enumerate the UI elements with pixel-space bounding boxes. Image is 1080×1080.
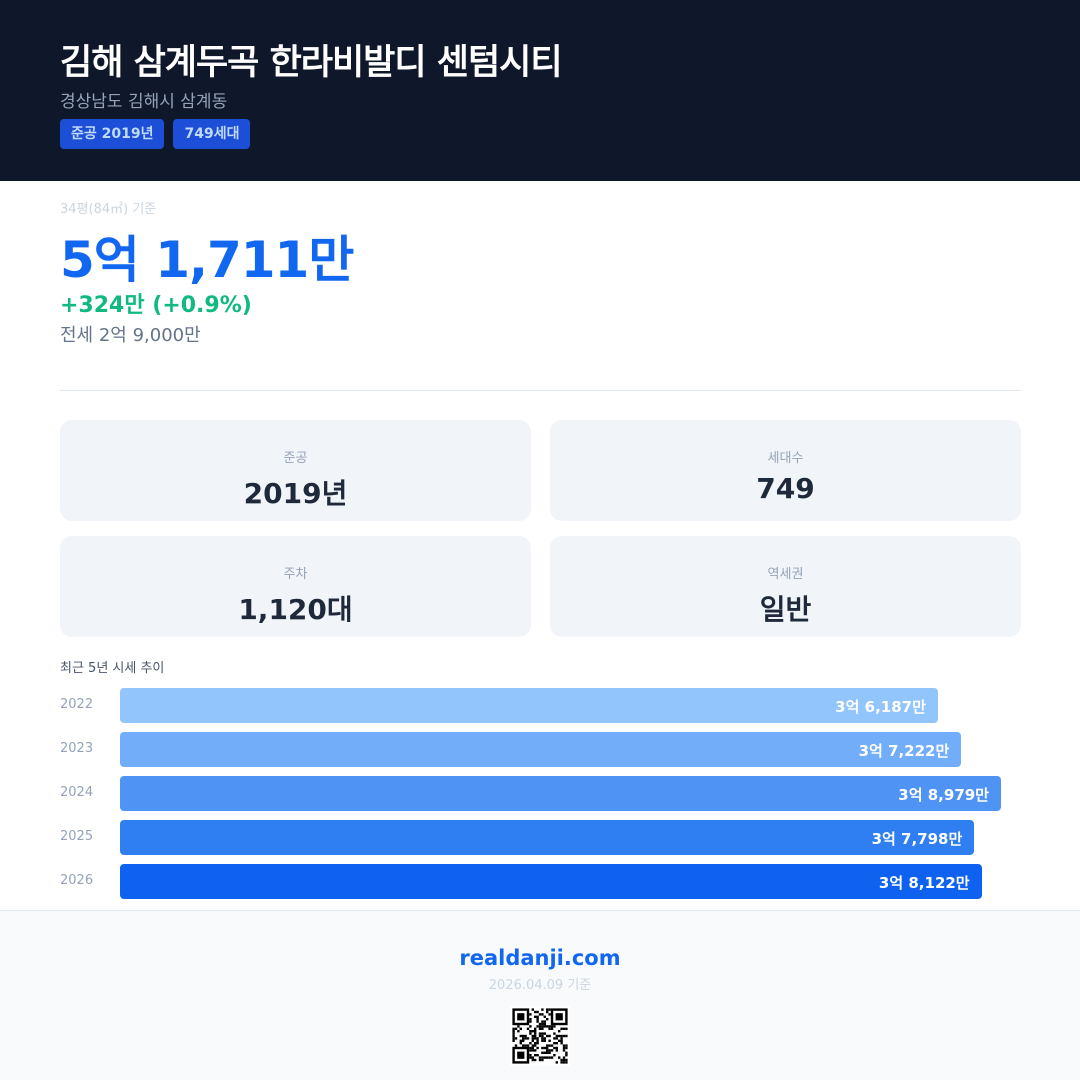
- card-households: 세대수 749: [550, 420, 1021, 521]
- bar-row: 2023 3억 7,222만: [60, 732, 1021, 767]
- chart-title: 최근 5년 시세 추이: [60, 661, 165, 676]
- badge-completion: 준공 2019년: [60, 119, 165, 149]
- bar: 3억 7,798만: [120, 820, 975, 855]
- qr-code-icon[interactable]: [510, 1006, 570, 1066]
- bar-value-label: 3억 8,979만: [898, 786, 989, 804]
- bar-row: 2022 3억 6,187만: [60, 688, 1021, 723]
- site-link[interactable]: realdanji.com: [459, 946, 621, 970]
- card-value: 일반: [759, 593, 812, 626]
- bar-value-label: 3억 6,187만: [835, 698, 926, 716]
- bar: 3억 8,979만: [120, 776, 1001, 811]
- badge-households: 749세대: [173, 119, 251, 149]
- page-title: 김해 삼계두곡 한라비발디 센텀시티: [60, 43, 563, 83]
- card-value: 2019년: [243, 477, 348, 510]
- data-date: 2026.04.09 기준: [488, 978, 592, 993]
- card-value: 1,120대: [238, 593, 353, 626]
- price-basis: 34평(84㎡) 기준: [60, 202, 157, 217]
- card-label: 주차: [283, 567, 308, 582]
- bar-row: 2025 3억 7,798만: [60, 820, 1021, 855]
- card-label: 역세권: [767, 567, 804, 582]
- price-change: +324만 (+0.9%): [60, 293, 252, 318]
- footer: realdanji.com 2026.04.09 기준: [0, 910, 1080, 1080]
- card-label: 준공: [283, 451, 308, 466]
- card-completion: 준공 2019년: [60, 420, 531, 521]
- year-label: 2026: [60, 873, 94, 888]
- year-label: 2025: [60, 829, 94, 844]
- bar-value-label: 3억 8,122만: [878, 874, 970, 892]
- bar-row: 2024 3억 8,979만: [60, 776, 1021, 811]
- card-value: 749: [756, 472, 815, 505]
- bar-value-label: 3억 7,798만: [871, 830, 963, 848]
- bar: 3억 8,122만: [120, 864, 982, 899]
- card-parking: 주차 1,120대: [60, 536, 531, 637]
- address: 경상남도 김해시 삼계동: [60, 92, 228, 112]
- bar-row: 2026 3억 8,122만: [60, 864, 1021, 899]
- year-label: 2022: [60, 697, 94, 712]
- card-label: 세대수: [767, 451, 804, 466]
- price-value: 5억 1,711만: [60, 231, 354, 289]
- divider: [60, 390, 1021, 391]
- year-label: 2023: [60, 741, 94, 756]
- jeonse-price: 전세 2억 9,000만: [60, 325, 201, 346]
- header: 김해 삼계두곡 한라비발디 센텀시티 경상남도 김해시 삼계동 준공 2019년…: [0, 0, 1080, 181]
- bar-value-label: 3억 7,222만: [858, 742, 950, 760]
- year-label: 2024: [60, 785, 94, 800]
- bar: 3억 7,222만: [120, 732, 962, 767]
- bar: 3억 6,187만: [120, 688, 938, 723]
